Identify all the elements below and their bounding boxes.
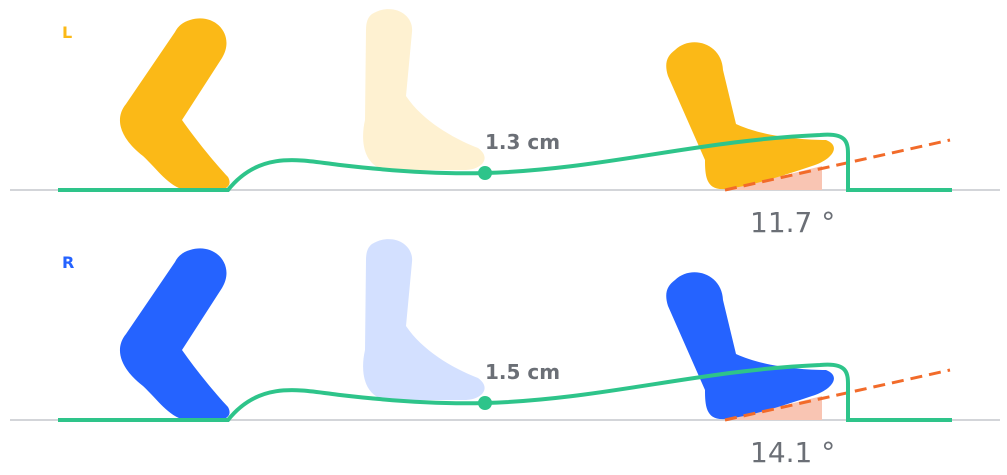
row-art <box>8 237 1002 423</box>
angle-label: 11.7 ° <box>750 206 835 239</box>
row-art <box>8 7 1002 193</box>
side-label: L <box>62 23 72 42</box>
clearance-label: 1.5 cm <box>485 360 560 384</box>
side-label: R <box>62 253 74 272</box>
row: L 1.3 cm 11.7 ° <box>8 7 1002 239</box>
clearance-label: 1.3 cm <box>485 130 560 154</box>
row: R 1.5 cm 14.1 ° <box>8 237 1002 469</box>
angle-label: 14.1 ° <box>750 436 835 469</box>
